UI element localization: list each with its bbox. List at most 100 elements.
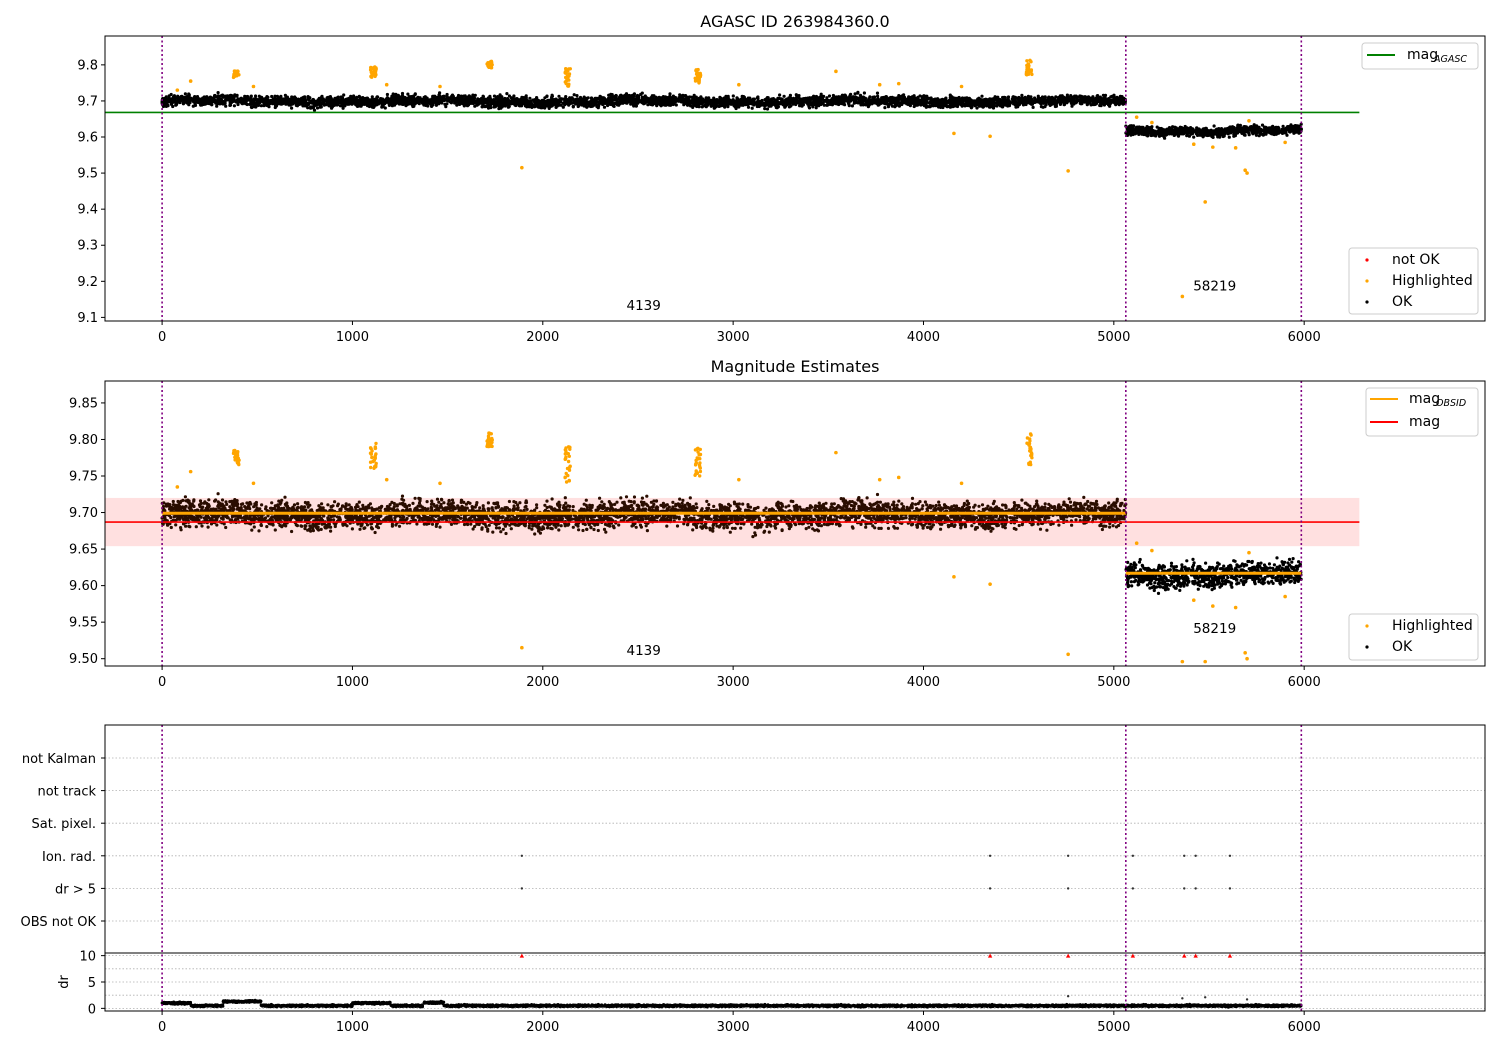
ok-point bbox=[277, 102, 280, 105]
ok-point bbox=[359, 100, 362, 103]
ok-point bbox=[886, 103, 889, 106]
ok-point bbox=[286, 102, 289, 105]
ok-point bbox=[678, 93, 681, 96]
ok-point bbox=[1001, 96, 1004, 99]
ok-point bbox=[628, 94, 631, 97]
ok-point bbox=[701, 105, 704, 108]
ok-point bbox=[732, 94, 735, 97]
ok-point bbox=[741, 102, 744, 105]
ok-point bbox=[218, 102, 221, 105]
ok-point bbox=[718, 96, 721, 99]
ok-point bbox=[695, 99, 698, 102]
ok-point bbox=[528, 103, 531, 106]
ok-point bbox=[342, 93, 345, 96]
ok-point bbox=[551, 94, 554, 97]
ok-point bbox=[533, 98, 536, 101]
ok-point bbox=[610, 96, 613, 99]
ok-point bbox=[830, 98, 833, 101]
ok-point bbox=[279, 95, 282, 98]
ok-point bbox=[231, 97, 234, 100]
ok-point bbox=[453, 101, 456, 104]
ok-point bbox=[592, 100, 595, 103]
ok-point bbox=[816, 96, 819, 99]
ok-point bbox=[972, 102, 975, 105]
ok-point bbox=[672, 101, 675, 104]
ok-point bbox=[318, 98, 321, 101]
ok-point bbox=[572, 105, 575, 108]
ok-point bbox=[557, 95, 560, 98]
ok-point bbox=[414, 92, 417, 95]
ok-point bbox=[662, 95, 665, 98]
ok-point bbox=[1051, 100, 1054, 103]
ok-point bbox=[941, 98, 944, 101]
ok-point bbox=[1066, 96, 1069, 99]
ok-point bbox=[585, 106, 588, 109]
ok-point bbox=[839, 101, 842, 104]
ok-point bbox=[320, 96, 323, 99]
ok-point bbox=[674, 97, 677, 100]
ok-point bbox=[557, 103, 560, 106]
ok-point bbox=[306, 106, 309, 109]
ok-point bbox=[724, 97, 727, 100]
ok-point bbox=[179, 101, 182, 104]
ok-point bbox=[767, 104, 770, 107]
ok-point bbox=[849, 99, 852, 102]
ok-point bbox=[1076, 98, 1079, 101]
ok-point bbox=[563, 103, 566, 106]
ok-point bbox=[836, 101, 839, 104]
ok-point bbox=[520, 96, 523, 99]
ok-point bbox=[323, 104, 326, 107]
ok-point bbox=[236, 103, 239, 106]
ok-point bbox=[548, 99, 551, 102]
ok-point bbox=[1051, 97, 1054, 100]
ok-point bbox=[809, 99, 812, 102]
ok-point bbox=[256, 102, 259, 105]
ok-point bbox=[876, 95, 879, 98]
ok-point bbox=[614, 98, 617, 101]
ok-point bbox=[1020, 94, 1023, 97]
ok-point bbox=[372, 102, 375, 105]
ok-point bbox=[1055, 100, 1058, 103]
ok-point bbox=[1079, 102, 1082, 105]
ok-point bbox=[452, 99, 455, 102]
ok-point bbox=[244, 100, 247, 103]
ok-point bbox=[1033, 101, 1036, 104]
ok-point bbox=[735, 96, 738, 99]
ok-point bbox=[1100, 98, 1103, 101]
ok-point bbox=[1047, 97, 1050, 100]
ok-point bbox=[401, 92, 404, 95]
ok-point bbox=[958, 99, 961, 102]
ok-point bbox=[168, 100, 171, 103]
ok-point bbox=[564, 95, 567, 98]
ok-point bbox=[261, 100, 264, 103]
ok-point bbox=[633, 92, 636, 95]
ok-point bbox=[471, 96, 474, 99]
ok-point bbox=[1040, 105, 1043, 108]
ok-point bbox=[418, 102, 421, 105]
ok-point bbox=[303, 97, 306, 100]
ok-point bbox=[510, 102, 513, 105]
ok-point bbox=[685, 100, 688, 103]
ok-point bbox=[252, 103, 255, 106]
ok-point bbox=[351, 99, 354, 102]
ok-point bbox=[976, 100, 979, 103]
ok-point bbox=[960, 97, 963, 100]
ok-point bbox=[599, 100, 602, 103]
ok-point bbox=[814, 100, 817, 103]
ok-point bbox=[1083, 100, 1086, 103]
ok-point bbox=[250, 106, 253, 109]
ok-point bbox=[918, 101, 921, 104]
ok-point bbox=[831, 103, 834, 106]
ok-point bbox=[980, 95, 983, 98]
ok-point bbox=[939, 106, 942, 109]
ok-point bbox=[213, 94, 216, 97]
ok-point bbox=[1108, 105, 1111, 108]
ok-point bbox=[1114, 99, 1117, 102]
ok-point bbox=[1090, 103, 1093, 106]
ok-point bbox=[746, 99, 749, 102]
ok-point bbox=[270, 99, 273, 102]
ok-point bbox=[766, 107, 769, 110]
ok-point bbox=[329, 102, 332, 105]
ok-point bbox=[623, 99, 626, 102]
